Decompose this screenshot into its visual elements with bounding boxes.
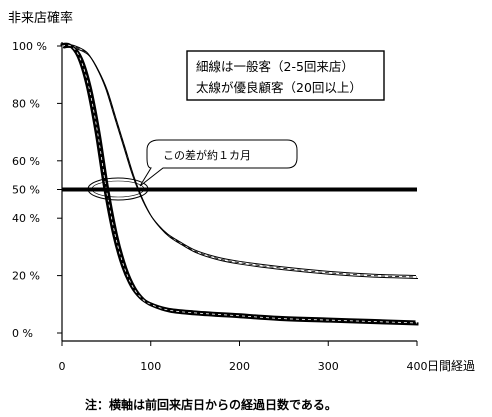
y-tick-label: 80 %: [12, 97, 40, 110]
y-axis-title: 非来店確率: [8, 10, 73, 26]
y-tick-label: 40 %: [12, 212, 40, 225]
legend-entry-general: 細線は一般客（2-5回来店）: [196, 59, 354, 74]
callout-bubble: [139, 139, 298, 187]
y-tick-label: 60 %: [12, 155, 40, 168]
series-lines: [60, 42, 419, 326]
series-loyal: [60, 42, 419, 326]
series-general: [60, 43, 419, 280]
x-ticks: 0 100 200 300 400: [59, 341, 428, 373]
x-tick-label: 400: [407, 360, 428, 373]
x-tick-label: 200: [229, 360, 250, 373]
legend-box: [186, 50, 385, 101]
y-tick-label: 50 %: [12, 184, 40, 197]
y-tick-label: 0 %: [12, 327, 33, 340]
x-tick-label: 0: [59, 360, 66, 373]
highlight-ellipse: [87, 177, 149, 201]
x-tick-label: 100: [140, 360, 161, 373]
y-tick-label: 100 %: [12, 40, 47, 53]
series-line-band-lower: [63, 44, 419, 326]
x-tick-label: 300: [318, 360, 339, 373]
footnote: 注：横軸は前回来店日からの経過日数である。: [85, 397, 337, 412]
y-ticks: 0 % 20 % 40 % 50 % 60 % 80 % 100 %: [12, 40, 62, 340]
y-tick-label: 20 %: [12, 270, 40, 283]
x-axis-title: 日間経過: [427, 359, 475, 373]
legend: 細線は一般客（2-5回来店） 太線が優良顧客（20回以上）: [186, 50, 385, 101]
series-line-center: [61, 44, 418, 324]
highlight-ellipse-inner: [91, 180, 145, 198]
legend-entry-loyal: 太線が優良顧客（20回以上）: [196, 80, 362, 95]
annotation-text: この差が約１カ月: [163, 148, 251, 162]
annotation-callout: この差が約１カ月: [87, 139, 298, 201]
series-line-center: [61, 45, 418, 278]
